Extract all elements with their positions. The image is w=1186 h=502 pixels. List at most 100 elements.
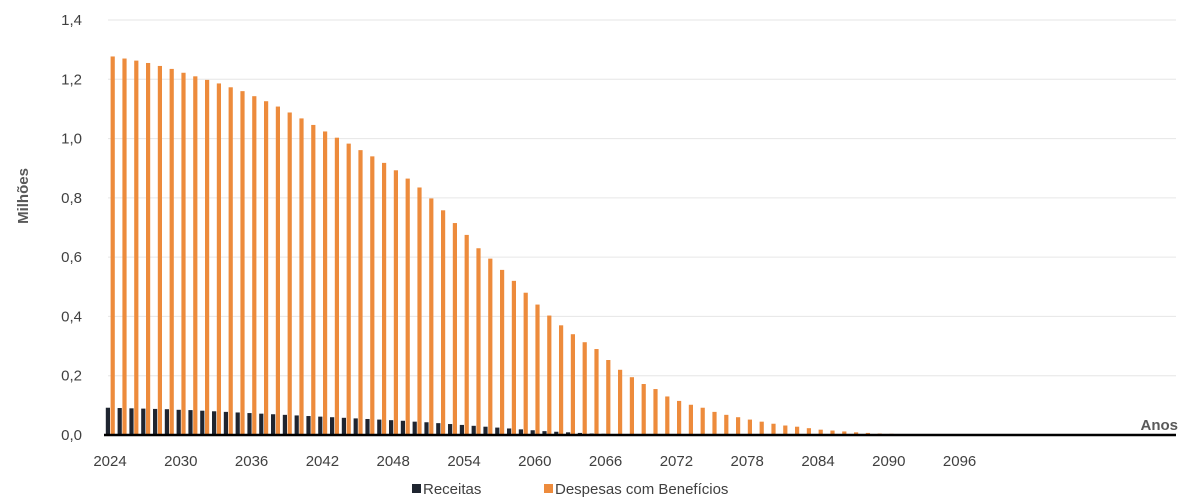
bar-despesas [334, 137, 339, 436]
bar-despesas [747, 419, 752, 435]
bar-despesas [299, 118, 304, 436]
bar-receitas [330, 417, 335, 435]
bar-receitas [483, 426, 488, 435]
legend-swatch [544, 484, 553, 493]
bar-receitas [294, 415, 299, 435]
bar-receitas [200, 410, 205, 435]
bar-despesas [216, 83, 221, 435]
bar-despesas [736, 417, 741, 435]
y-axis-title: Milhões [15, 168, 32, 224]
bar-despesas [842, 431, 847, 435]
bar-receitas [212, 411, 217, 435]
bar-despesas [264, 101, 269, 435]
x-tick-label: 2078 [731, 453, 764, 470]
x-tick-label: 2024 [93, 453, 126, 470]
bar-despesas [417, 187, 422, 435]
bar-despesas [724, 414, 729, 435]
bar-despesas [405, 178, 410, 435]
bar-despesas [146, 62, 151, 435]
bar-receitas [306, 416, 311, 435]
legend-label: Despesas com Benefícios [555, 481, 728, 498]
bar-receitas [377, 419, 382, 435]
bar-despesas [193, 76, 198, 436]
bar-despesas [358, 150, 363, 435]
bar-despesas [393, 170, 398, 435]
x-tick-label: 2084 [801, 453, 834, 470]
bar-despesas [452, 223, 457, 435]
bar-despesas [547, 315, 552, 435]
legend-label: Receitas [423, 481, 481, 498]
bar-receitas [188, 410, 193, 435]
bar-despesas [688, 404, 693, 435]
bar-receitas [400, 420, 405, 435]
bar-receitas [459, 424, 464, 435]
bar-despesas [181, 72, 186, 435]
bar-despesas [476, 248, 481, 435]
bar-despesas [382, 162, 387, 435]
bar-despesas [488, 258, 493, 435]
bar-despesas [700, 407, 705, 435]
bar-receitas [542, 431, 547, 435]
bars [105, 56, 1000, 436]
bar-despesas [169, 68, 174, 436]
x-tick-label: 2030 [164, 453, 197, 470]
bar-despesas [110, 56, 115, 435]
legend: Receitas Despesas com Benefícios [412, 481, 728, 498]
bar-receitas [495, 427, 500, 435]
y-tick-label: 0,4 [61, 308, 82, 325]
bar-despesas [830, 430, 835, 435]
bar-despesas [806, 428, 811, 435]
bar-despesas [134, 60, 139, 435]
bar-despesas [535, 304, 540, 435]
y-tick-label: 1,2 [61, 71, 82, 88]
bar-receitas [471, 425, 476, 435]
bar-receitas [448, 424, 453, 435]
bar-receitas [282, 414, 287, 435]
bar-receitas [389, 420, 394, 435]
bar-despesas [157, 65, 162, 436]
bar-despesas [122, 58, 127, 436]
bar-despesas [275, 106, 280, 436]
bar-receitas [341, 417, 346, 435]
x-tick-label: 2096 [943, 453, 976, 470]
bar-receitas [353, 418, 358, 435]
bar-receitas [271, 414, 276, 435]
bar-despesas [370, 156, 375, 435]
bar-receitas [129, 408, 134, 435]
bar-receitas [530, 430, 535, 435]
bar-despesas [712, 411, 717, 435]
x-tick-label: 2060 [518, 453, 551, 470]
bar-receitas [554, 431, 559, 435]
bar-despesas [653, 389, 658, 435]
bar-despesas [818, 429, 823, 435]
bar-receitas [365, 418, 370, 435]
y-tick-label: 0,2 [61, 368, 82, 385]
bar-despesas [323, 131, 328, 435]
bar-despesas [464, 234, 469, 435]
bar-despesas [759, 421, 764, 435]
bar-despesas [511, 280, 516, 435]
y-tick-label: 0,6 [61, 249, 82, 266]
bar-receitas [153, 408, 158, 435]
bar-receitas [164, 409, 169, 435]
bar-despesas [523, 292, 528, 435]
bar-receitas [141, 408, 146, 435]
bar-receitas [424, 422, 429, 435]
bar-despesas [606, 360, 611, 435]
bar-despesas [641, 384, 646, 435]
bar-receitas [436, 423, 441, 435]
legend-swatch [412, 484, 421, 493]
bar-despesas [582, 342, 587, 435]
bar-despesas [629, 377, 634, 435]
x-tick-label: 2048 [377, 453, 410, 470]
bar-despesas [441, 210, 446, 435]
bar-despesas [429, 198, 434, 435]
bar-receitas [235, 412, 240, 435]
bar-despesas [570, 334, 575, 435]
x-axis-title: Anos [1141, 417, 1179, 434]
bar-despesas [346, 143, 351, 435]
bar-despesas [500, 269, 505, 435]
bar-receitas [566, 432, 571, 435]
bar-receitas [518, 429, 523, 435]
